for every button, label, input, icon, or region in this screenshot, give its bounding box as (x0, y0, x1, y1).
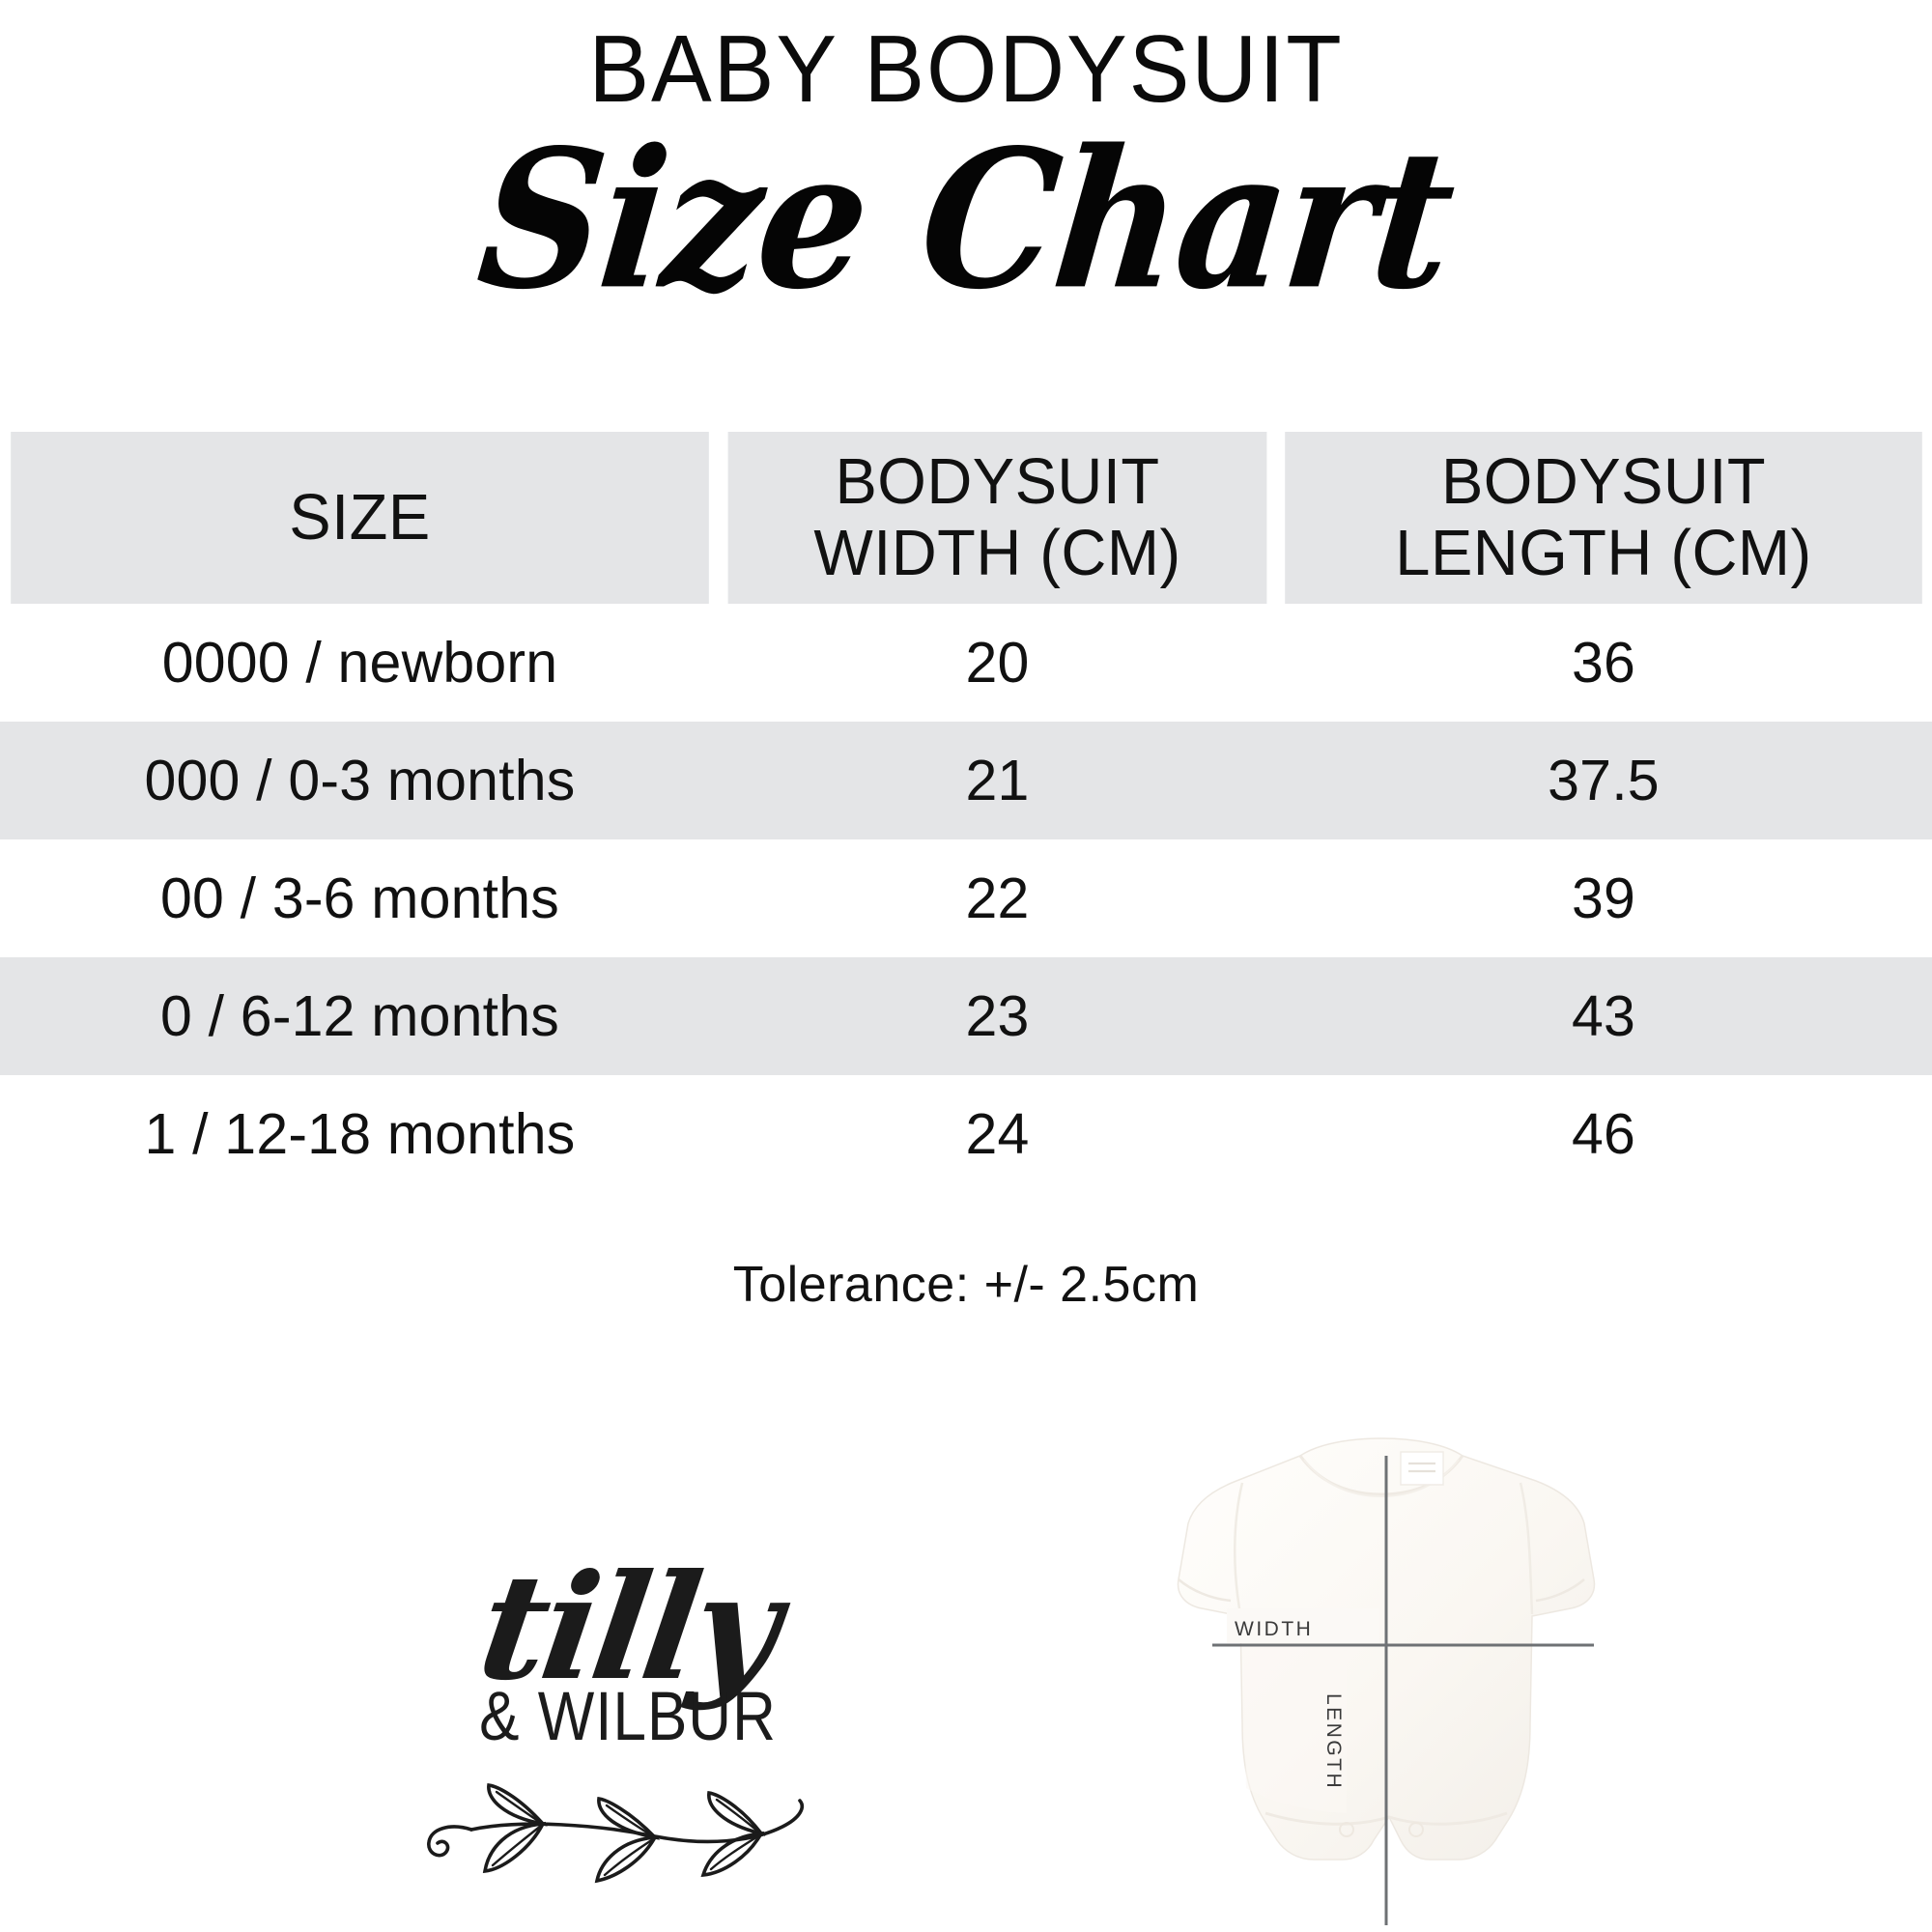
cell-width: 20 (720, 604, 1275, 722)
column-header-width-line2: WIDTH (CM) (813, 517, 1181, 589)
cell-length: 36 (1275, 604, 1932, 722)
cell-length: 43 (1275, 957, 1932, 1075)
column-header-length: BODYSUIT LENGTH (CM) (1285, 432, 1922, 604)
cell-width: 22 (720, 839, 1275, 957)
page-header: BABY BODYSUIT Size Chart (0, 0, 1932, 331)
column-header-size: SIZE (11, 432, 709, 604)
page-subtitle-script: Size Chart (469, 107, 1463, 332)
cell-size: 1 / 12-18 months (0, 1075, 720, 1193)
column-header-size-label: SIZE (289, 481, 431, 554)
cell-size: 0000 / newborn (0, 604, 720, 722)
size-chart-table: SIZE BODYSUIT WIDTH (CM) BODYSUIT LENGTH… (0, 432, 1932, 1193)
table-row: 1 / 12-18 months 24 46 (0, 1075, 1932, 1193)
cell-length: 39 (1275, 839, 1932, 957)
measurement-lines (1212, 1456, 1594, 1925)
column-header-length-line1: BODYSUIT (1440, 445, 1767, 519)
brand-name-sub: & WILBUR (479, 1678, 777, 1756)
length-label: LENGTH (1322, 1693, 1345, 1790)
cell-length: 46 (1275, 1075, 1932, 1193)
table-row: 0000 / newborn 20 36 (0, 604, 1932, 722)
cell-width: 24 (720, 1075, 1275, 1193)
cell-length: 37.5 (1275, 722, 1932, 839)
table-header-row: SIZE BODYSUIT WIDTH (CM) BODYSUIT LENGTH… (0, 432, 1932, 604)
column-header-width-line1: BODYSUIT (835, 445, 1160, 519)
cell-size: 00 / 3-6 months (0, 839, 720, 957)
cell-size: 000 / 0-3 months (0, 722, 720, 839)
table-header: SIZE BODYSUIT WIDTH (CM) BODYSUIT LENGTH… (0, 432, 1932, 604)
width-label: WIDTH (1235, 1618, 1313, 1640)
table-row: 000 / 0-3 months 21 37.5 (0, 722, 1932, 839)
cell-width: 23 (720, 957, 1275, 1075)
leaf-branch-icon (427, 1782, 805, 1884)
column-header-width: BODYSUIT WIDTH (CM) (727, 432, 1267, 604)
table-row: 00 / 3-6 months 22 39 (0, 839, 1932, 957)
brand-logo: tilly & WILBUR (396, 1543, 860, 1913)
bodysuit-measurement-diagram: WIDTH LENGTH (1111, 1435, 1652, 1932)
cell-width: 21 (720, 722, 1275, 839)
page-title: BABY BODYSUIT (588, 15, 1344, 122)
table-row: 0 / 6-12 months 23 43 (0, 957, 1932, 1075)
tolerance-note: Tolerance: +/- 2.5cm (732, 1257, 1200, 1313)
table-body: 0000 / newborn 20 36 000 / 0-3 months 21… (0, 604, 1932, 1193)
column-header-length-line2: LENGTH (CM) (1395, 517, 1812, 589)
cell-size: 0 / 6-12 months (0, 957, 720, 1075)
